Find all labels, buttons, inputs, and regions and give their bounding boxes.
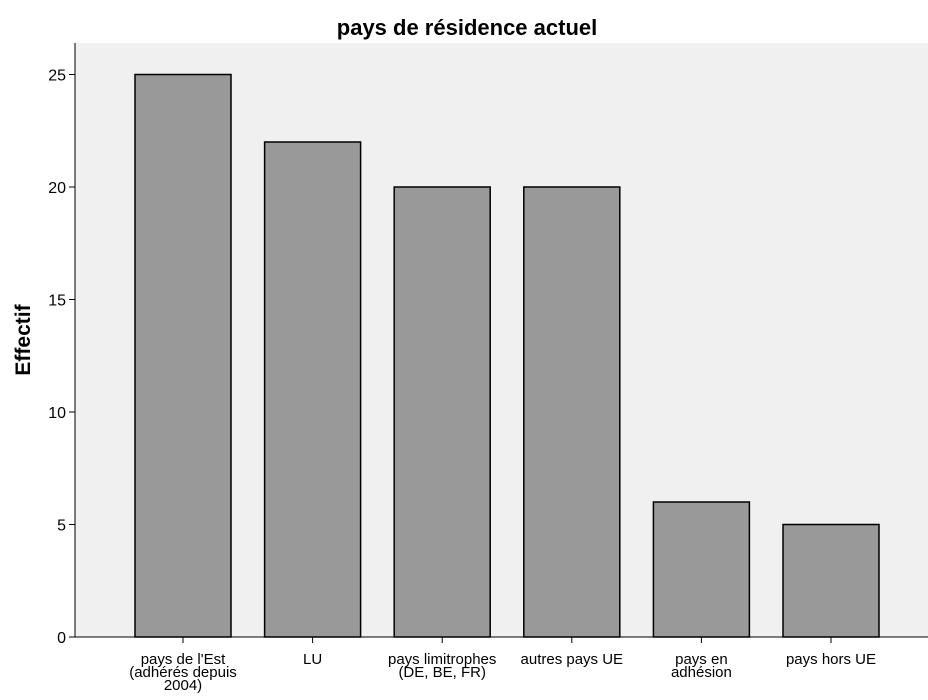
x-category-label: pays hors UE — [786, 651, 876, 668]
x-category-label: pays en adhésion — [671, 651, 732, 681]
bar — [393, 186, 491, 638]
y-tick-label: 25 — [48, 68, 66, 85]
x-category-label: autres pays UE — [521, 651, 624, 668]
bar — [263, 141, 362, 638]
x-category-label: LU — [303, 651, 322, 668]
bars-group — [134, 73, 880, 638]
bar — [782, 523, 880, 638]
x-category-label-line: pays de l'Est — [141, 651, 226, 668]
y-tick-label: 5 — [57, 518, 66, 535]
x-category-label-line: pays limitrophes — [388, 651, 496, 668]
x-category-label-line: autres pays UE — [521, 651, 624, 668]
bar — [523, 186, 621, 638]
y-ticks-group: 0 5 10 15 20 25 — [48, 68, 75, 647]
y-axis-label: Effectif — [12, 303, 35, 375]
x-category-label: pays limitrophes (DE, BE, FR) — [388, 651, 496, 681]
y-tick-label: 10 — [48, 405, 66, 422]
bar — [652, 501, 751, 638]
x-category-label-line: 2004) — [164, 677, 202, 694]
x-category-label-line: pays hors UE — [786, 651, 876, 668]
y-tick-label: 0 — [57, 630, 66, 647]
x-category-label-line: (adhérés depuis — [129, 664, 237, 681]
bar — [134, 73, 232, 638]
x-category-label-line: (DE, BE, FR) — [398, 664, 486, 681]
x-category-label-line: pays en — [675, 651, 728, 668]
x-labels-group: pays de l'Est (adhérés depuis 2004) LU pays … — [129, 637, 876, 694]
x-category-label: pays de l'Est (adhérés depuis 2004) — [129, 651, 237, 694]
x-category-label-line: adhésion — [671, 664, 732, 681]
chart-title: pays de résidence actuel — [337, 15, 597, 40]
x-category-label-line: LU — [303, 651, 322, 668]
y-tick-label: 20 — [48, 180, 66, 197]
y-tick-label: 15 — [48, 293, 66, 310]
